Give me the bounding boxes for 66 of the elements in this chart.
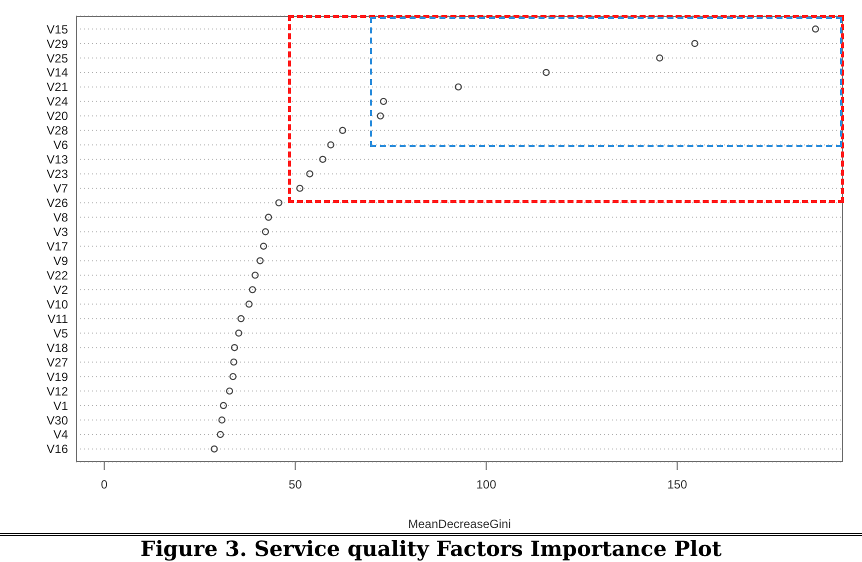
- point: [262, 228, 270, 236]
- point: [812, 25, 820, 33]
- point: [306, 170, 314, 178]
- y-tick-label: V14: [46, 66, 68, 80]
- y-tick-label: V15: [46, 22, 68, 36]
- y-tick-label: V4: [53, 428, 68, 442]
- y-tick-label: V18: [46, 340, 68, 355]
- point: [260, 242, 268, 250]
- y-tick-label: V16: [46, 442, 68, 456]
- y-tick-label: V22: [46, 268, 68, 282]
- point: [220, 402, 228, 410]
- point: [296, 184, 304, 192]
- point: [230, 358, 238, 366]
- y-tick-label: V1: [53, 398, 68, 413]
- y-tick-label: V8: [53, 210, 68, 225]
- x-axis-title: MeanDecreaseGini: [408, 517, 511, 531]
- y-tick-label: V27: [46, 355, 68, 370]
- y-tick-label: V11: [48, 312, 68, 326]
- point: [327, 141, 334, 148]
- y-tick-label: V6: [53, 138, 68, 152]
- y-tick-label: V20: [46, 109, 68, 124]
- point: [226, 387, 234, 395]
- text: Figure 3. Service quality Factors Importance Plot: [139, 536, 723, 561]
- point: [216, 430, 224, 438]
- y-tick-label: V2: [53, 282, 68, 297]
- point: [376, 112, 384, 120]
- y-tick-label: V24: [46, 94, 68, 109]
- y-tick-label: V30: [46, 413, 68, 428]
- x-tick-label: 100: [476, 478, 497, 492]
- point: [230, 344, 238, 352]
- point: [210, 445, 218, 453]
- y-tick-label: V7: [53, 182, 68, 196]
- point: [256, 257, 264, 264]
- y-tick-label: V9: [53, 254, 68, 268]
- point: [252, 272, 259, 279]
- point: [275, 199, 282, 206]
- point: [319, 156, 326, 163]
- point: [264, 214, 272, 221]
- x-tick-label: 150: [667, 478, 688, 492]
- y-tick-label: V26: [46, 196, 68, 210]
- point: [691, 40, 698, 48]
- point: [380, 98, 388, 106]
- point: [229, 372, 237, 380]
- y-tick-label: V28: [46, 124, 68, 138]
- x-tick-label: 50: [288, 478, 302, 492]
- point: [237, 315, 245, 322]
- y-tick-label: V29: [46, 36, 68, 51]
- point: [339, 126, 346, 134]
- point: [235, 330, 242, 337]
- point: [542, 68, 550, 76]
- point: [245, 300, 253, 308]
- y-tick-label: V12: [46, 384, 68, 398]
- x-tick-label: 0: [100, 478, 108, 492]
- point: [454, 83, 462, 91]
- point: [656, 54, 664, 62]
- y-tick-label: V23: [46, 167, 68, 182]
- point: [248, 286, 256, 294]
- y-tick-label: V17: [46, 240, 68, 254]
- point: [218, 416, 226, 424]
- y-tick-label: V5: [53, 326, 68, 340]
- y-tick-label: V25: [46, 51, 68, 66]
- y-tick-label: V19: [46, 370, 68, 384]
- y-tick-label: V3: [53, 225, 68, 240]
- y-tick-label: V10: [46, 297, 68, 312]
- y-tick-label: V13: [46, 152, 68, 167]
- y-tick-label: V21: [46, 80, 68, 94]
